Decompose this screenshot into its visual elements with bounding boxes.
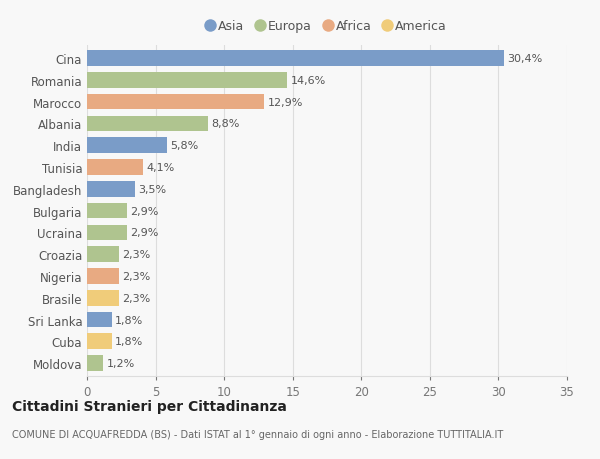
Bar [87, 95, 264, 110]
Text: 12,9%: 12,9% [268, 97, 303, 107]
Text: 4,1%: 4,1% [146, 162, 175, 173]
Text: 1,8%: 1,8% [115, 315, 143, 325]
Bar [87, 290, 119, 306]
Legend: Asia, Europa, Africa, America: Asia, Europa, Africa, America [207, 20, 447, 33]
Text: 2,3%: 2,3% [122, 250, 150, 260]
Bar [87, 247, 119, 263]
Bar [87, 160, 143, 175]
Bar [87, 138, 167, 154]
Text: 5,8%: 5,8% [170, 141, 198, 151]
Bar [87, 334, 112, 349]
Text: 14,6%: 14,6% [290, 76, 326, 86]
Bar [87, 225, 127, 241]
Text: 8,8%: 8,8% [211, 119, 239, 129]
Text: 2,9%: 2,9% [130, 206, 158, 216]
Text: 1,2%: 1,2% [107, 358, 135, 368]
Text: 30,4%: 30,4% [508, 54, 542, 64]
Bar [87, 356, 103, 371]
Bar [87, 182, 135, 197]
Bar [87, 51, 504, 67]
Bar [87, 312, 112, 328]
Bar [87, 73, 287, 89]
Text: Cittadini Stranieri per Cittadinanza: Cittadini Stranieri per Cittadinanza [12, 399, 287, 413]
Text: COMUNE DI ACQUAFREDDA (BS) - Dati ISTAT al 1° gennaio di ogni anno - Elaborazion: COMUNE DI ACQUAFREDDA (BS) - Dati ISTAT … [12, 429, 503, 439]
Text: 2,9%: 2,9% [130, 228, 158, 238]
Text: 3,5%: 3,5% [139, 185, 167, 195]
Text: 2,3%: 2,3% [122, 293, 150, 303]
Bar [87, 203, 127, 219]
Bar [87, 116, 208, 132]
Text: 1,8%: 1,8% [115, 336, 143, 347]
Text: 2,3%: 2,3% [122, 271, 150, 281]
Bar [87, 269, 119, 284]
